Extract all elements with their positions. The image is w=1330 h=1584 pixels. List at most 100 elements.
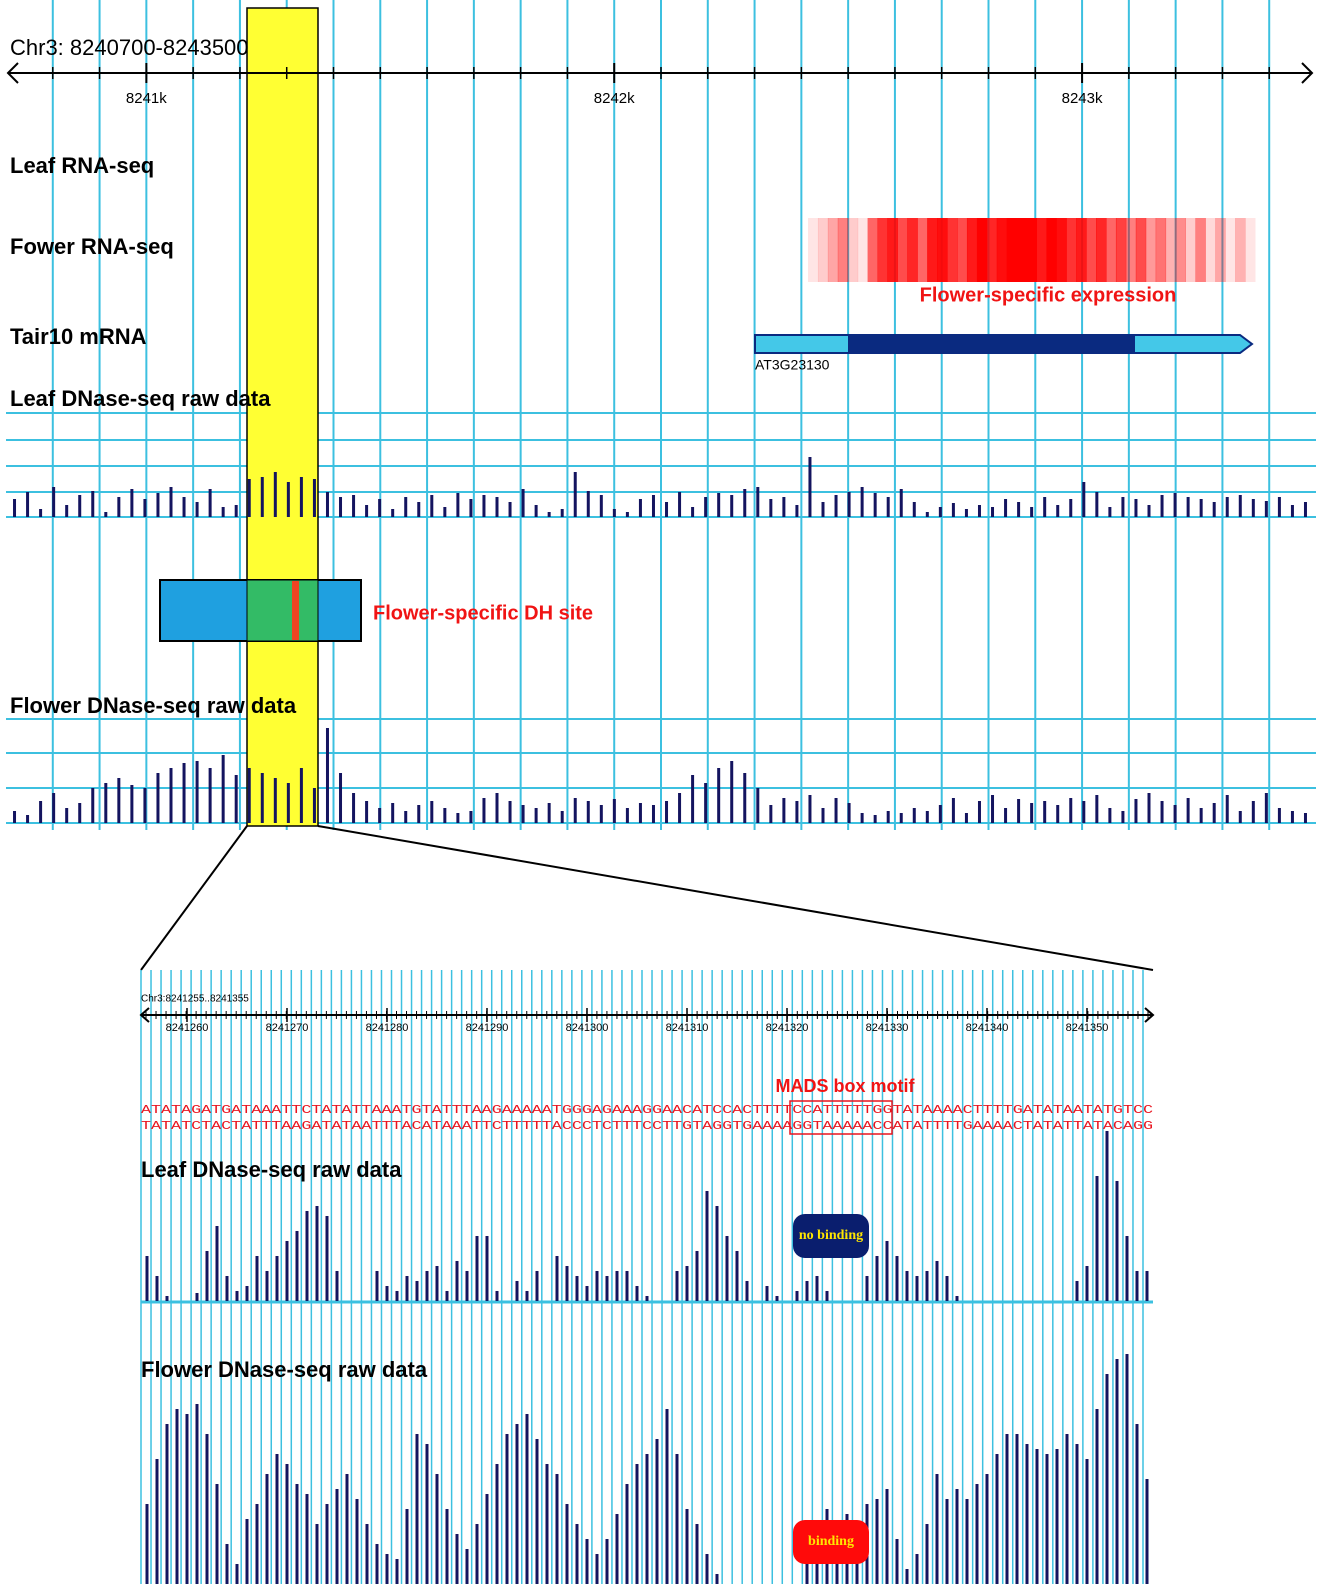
coverage-bar [951,798,955,823]
heat-cell [1086,218,1097,282]
coverage-bar [1225,795,1229,823]
coverage-bar [495,793,499,823]
coverage-bar [1056,805,1060,823]
x-tick-label: 8241260 [166,1022,209,1034]
coverage-bar [1303,502,1307,517]
coverage-bar [808,795,812,823]
track-label: Fower RNA-seq [10,234,174,259]
coverage-bar [635,1464,639,1584]
coverage-bar [1004,499,1008,517]
heat-cell [1096,218,1107,282]
coverage-bar [52,487,56,517]
coverage-bar [508,502,512,517]
heat-cell [917,218,928,282]
coverage-bar [1199,808,1203,823]
coverage-bar [182,763,186,823]
coverage-bar [675,1271,679,1301]
coverage-bar [691,507,695,517]
coverage-bar [586,491,590,517]
heat-cell [1145,218,1157,282]
coverage-bar [1115,1359,1119,1584]
coverage-bar [1082,801,1086,823]
coverage-bar [805,1564,809,1584]
track-label: Flower DNase-seq raw data [141,1357,428,1382]
coverage-bar [315,1524,319,1584]
coverage-bar [638,499,642,517]
coverage-bar [345,1474,349,1584]
x-tick-label: 8241k [126,90,167,107]
heat-cell [927,218,938,282]
coverage-bar [925,811,929,823]
track-label: Leaf RNA-seq [10,153,154,178]
coverage-bar [208,489,212,517]
heat-cell [867,218,879,282]
coverage-bar [255,1256,259,1301]
coverage-bar [104,512,108,517]
coverage-bar [325,728,329,823]
coverage-bar [612,509,616,517]
coverage-bar [465,1549,469,1584]
coverage-bar [273,778,277,823]
heat-cell [1016,218,1028,282]
coverage-bar [651,805,655,823]
coverage-bar [515,1424,519,1584]
coverage-bar [205,1434,209,1584]
coverage-bar [1030,803,1034,823]
coverage-bar [521,489,525,517]
coverage-bar [1264,793,1268,823]
coverage-bar [1105,1131,1109,1301]
coverage-bar [1134,799,1138,823]
coverage-bar [1264,501,1268,517]
coverage-bar [585,1286,589,1301]
heat-cell [1195,218,1206,282]
coverage-bar [730,495,734,517]
coverage-bar [717,493,721,517]
coverage-bar [443,507,447,517]
heat-cell [1056,218,1067,282]
coverage-bar [1145,1479,1149,1584]
coverage-bar [705,1191,709,1301]
coverage-bar [595,1554,599,1584]
coverage-bar [255,1504,259,1584]
coverage-bar [1145,1271,1149,1301]
coverage-bar [26,815,30,823]
coverage-bar [735,1251,739,1301]
heat-cell [1225,218,1236,282]
coverage-bar [547,803,551,823]
coverage-bar [515,1281,519,1301]
coverage-bar [235,1291,239,1301]
coverage-bar [638,803,642,823]
coverage-bar [715,1574,719,1584]
x-tick-label: 8241310 [666,1022,709,1034]
coverage-bar [769,499,773,517]
coverage-bar [417,805,421,823]
coverage-bar [935,1261,939,1301]
coverage-bar [745,1281,749,1301]
x-tick-label: 8241280 [366,1022,409,1034]
coverage-bar [1075,1444,1079,1584]
coverage-bar [925,1524,929,1584]
coverage-bar [565,1504,569,1584]
coverage-bar [795,1291,799,1301]
track-label: Leaf DNase-seq raw data [141,1157,402,1182]
coverage-bar [885,1241,889,1301]
coverage-bar [1160,495,1164,517]
coverage-bar [430,495,434,517]
coverage-bar [1147,793,1151,823]
coverage-bar [725,1236,729,1301]
coverage-bar [1251,801,1255,823]
coverage-bar [482,495,486,517]
coverage-bar [1085,1459,1089,1584]
coverage-bar [560,811,564,823]
coverage-bar [821,502,825,517]
coverage-bar [1017,799,1021,823]
coverage-bar [935,1474,939,1584]
heat-cell [1006,218,1018,282]
coverage-bar [285,1464,289,1584]
x-tick-label: 8241350 [1066,1022,1109,1034]
coverage-bar [325,1216,329,1301]
coverage-bar [156,493,160,517]
heat-cell [1115,218,1127,282]
track-label: Flower DNase-seq raw data [10,693,297,718]
heat-cell [1235,218,1246,282]
